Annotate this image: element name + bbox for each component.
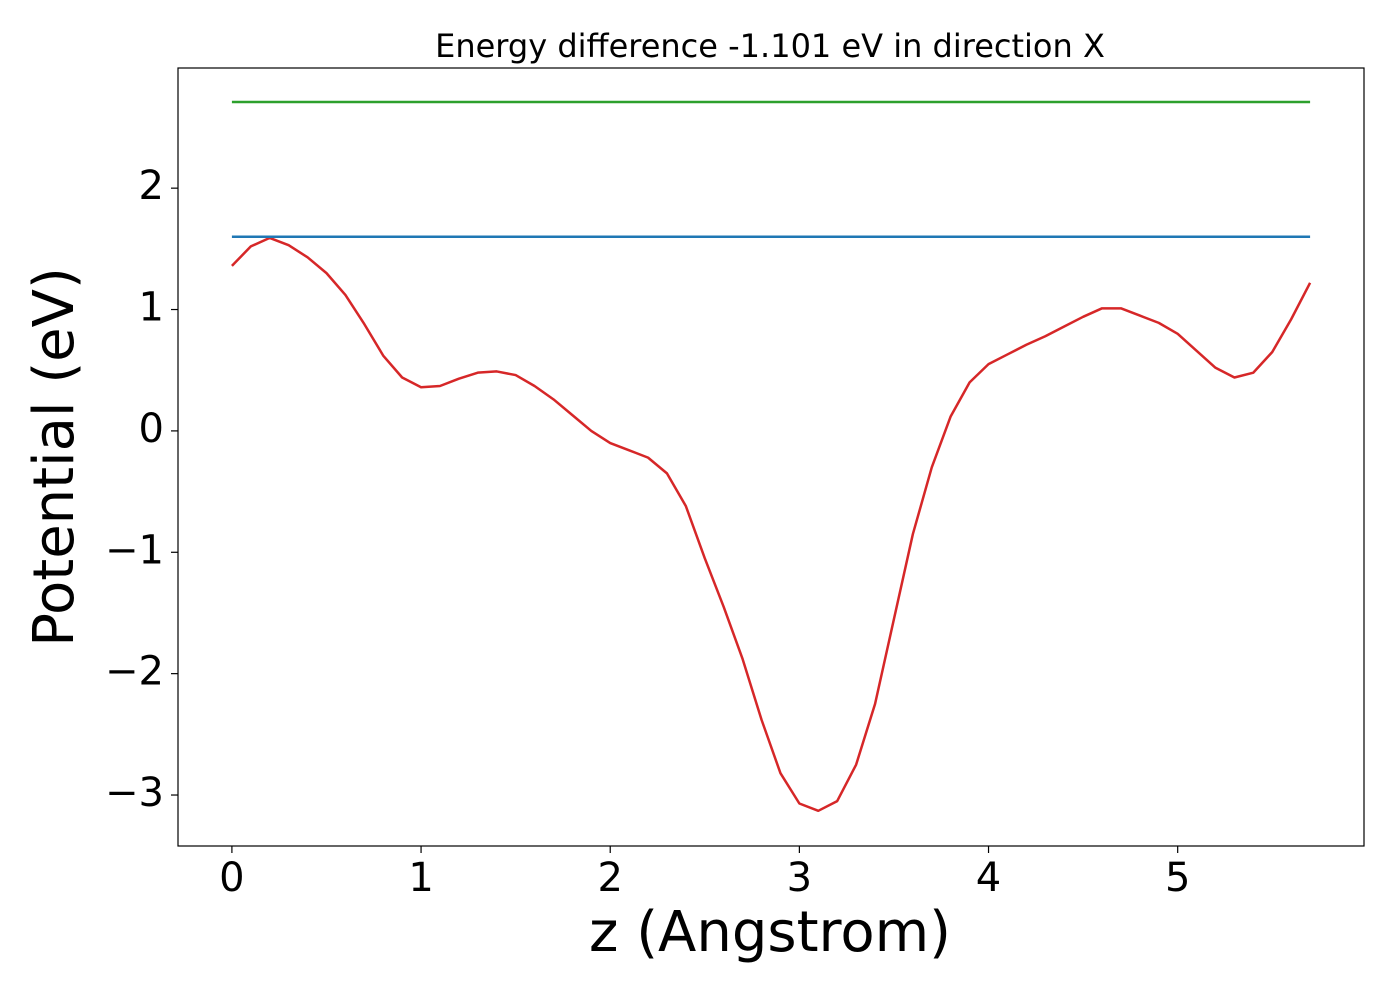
chart-title: Energy difference -1.101 eV in direction… [435,27,1105,65]
x-tick-label: 4 [976,855,1001,901]
y-tick-label: −1 [105,527,164,573]
x-tick-label: 3 [787,855,812,901]
x-axis-label: z (Angstrom) [589,900,951,965]
x-tick-label: 0 [219,855,244,901]
series-line [231,236,1312,813]
y-tick-label: 1 [139,285,164,331]
y-tick-label: −3 [105,770,164,816]
plot-frame [177,67,1365,847]
x-tick-label: 5 [1165,855,1190,901]
y-tick-label: 0 [139,406,164,452]
x-tick-label: 1 [408,855,433,901]
y-axis-label: Potential (eV) [22,267,87,647]
x-tick-label: 2 [597,855,622,901]
y-tick-label: 2 [139,163,164,209]
y-tick-label: −2 [105,649,164,695]
